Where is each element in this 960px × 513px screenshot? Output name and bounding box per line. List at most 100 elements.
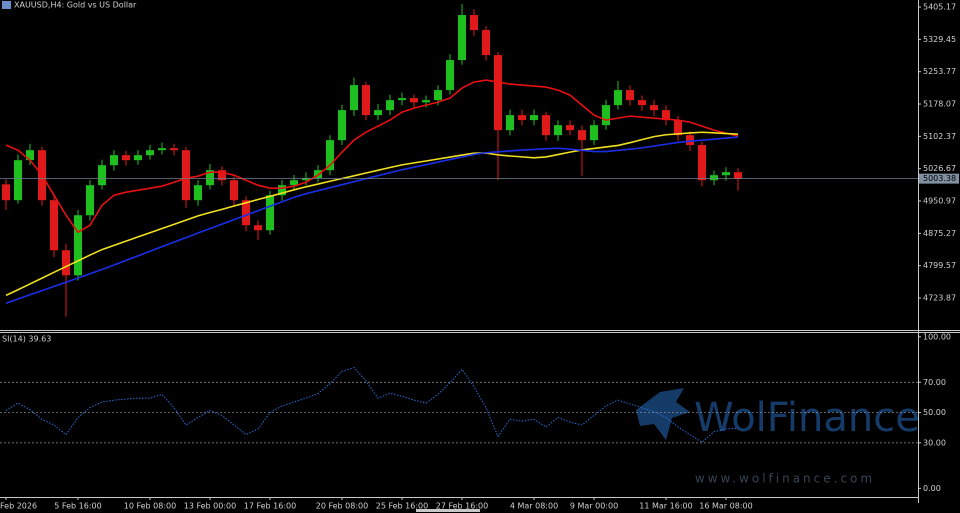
y-tick-label: 100.00: [923, 332, 951, 341]
indicator-title: SI(14) 39.63: [2, 335, 51, 344]
candle-body: [350, 85, 358, 111]
candle-body: [482, 30, 490, 56]
candle-body: [302, 177, 310, 181]
x-tick-label: 25 Feb 16:00: [376, 502, 428, 511]
last-price-label: 5003.38: [923, 174, 956, 183]
candle-body: [674, 120, 682, 136]
candle-body: [26, 150, 34, 161]
candle-body: [638, 100, 646, 106]
candle-body: [326, 140, 334, 171]
scrollbar[interactable]: [416, 509, 480, 512]
y-tick-label: 4875.27: [923, 229, 956, 238]
candle-body: [698, 145, 706, 181]
candle-body: [734, 172, 742, 179]
candle-body: [530, 115, 538, 121]
candle-body: [614, 90, 622, 106]
moving-average: [5, 79, 739, 234]
candle-body: [338, 110, 346, 141]
candle-body: [542, 115, 550, 136]
symbol-icon: [2, 1, 11, 9]
candle-body: [62, 250, 70, 276]
x-tick-label: Feb 2026: [0, 502, 37, 511]
candle-body: [182, 150, 190, 201]
candle-body: [50, 200, 58, 251]
candle-body: [290, 180, 298, 186]
candle-body: [686, 135, 694, 146]
y-tick-label: 30.00: [923, 438, 946, 447]
candle-body: [74, 215, 82, 276]
candle-body: [86, 185, 94, 216]
y-tick-label: 50.00: [923, 408, 946, 417]
candle-body: [662, 110, 670, 121]
watermark-url: www.wolfinance.com: [695, 472, 875, 486]
candle-body: [722, 172, 730, 176]
x-tick-label: 11 Mar 16:00: [639, 502, 692, 511]
candle-body: [242, 200, 250, 226]
y-tick-label: 5178.07: [923, 100, 956, 109]
watermark-brand: WolFinance: [694, 395, 920, 441]
last-price-box: [919, 173, 959, 184]
x-tick-label: 13 Feb 00:00: [184, 502, 236, 511]
candle-body: [566, 125, 574, 131]
candle-body: [398, 98, 406, 101]
moving-average: [5, 131, 739, 297]
candle-body: [470, 15, 478, 31]
candle-body: [386, 100, 394, 111]
candle-body: [590, 125, 598, 141]
y-tick-label: 4950.97: [923, 197, 956, 206]
candle-body: [422, 100, 430, 103]
candle-body: [578, 130, 586, 141]
y-tick-label: 4723.87: [923, 294, 956, 303]
y-tick-label: 5405.17: [923, 3, 956, 12]
candle-body: [602, 105, 610, 126]
candle-body: [230, 180, 238, 201]
y-tick-label: 5102.37: [923, 132, 956, 141]
candle-body: [434, 90, 442, 101]
candle-body: [98, 165, 106, 186]
candle-body: [506, 115, 514, 131]
x-tick-label: 9 Mar 00:00: [570, 502, 618, 511]
indicator-line: [5, 366, 739, 443]
x-tick-label: 4 Mar 08:00: [510, 502, 558, 511]
y-tick-label: 70.00: [923, 378, 946, 387]
y-tick-label: 5253.77: [923, 67, 956, 76]
x-tick-label: 27 Feb 16:00: [436, 502, 488, 511]
candle-body: [410, 98, 418, 103]
candle-body: [626, 90, 634, 101]
chart-title: XAUUSD,H4: Gold vs US Dollar: [14, 1, 137, 10]
candle-body: [122, 155, 130, 161]
candle-body: [278, 185, 286, 196]
x-tick-label: 17 Feb 16:00: [244, 502, 296, 511]
candle-body: [446, 60, 454, 91]
candle-body: [170, 148, 178, 151]
candle-body: [134, 155, 142, 161]
candle-body: [650, 105, 658, 111]
candle-body: [314, 170, 322, 178]
candle-body: [194, 185, 202, 201]
x-tick-label: 5 Feb 16:00: [54, 502, 101, 511]
y-tick-label: 5329.45: [923, 35, 956, 44]
candle-body: [362, 85, 370, 116]
candle-body: [254, 225, 262, 231]
candle-body: [518, 115, 526, 121]
candle-body: [266, 195, 274, 231]
candle-body: [374, 110, 382, 116]
candle-body: [158, 148, 166, 151]
candle-body: [218, 170, 226, 181]
watermark: WolFinance www.wolfinance.com: [636, 388, 920, 486]
x-tick-label: 20 Feb 08:00: [316, 502, 368, 511]
candle-body: [710, 175, 718, 181]
y-tick-label: 4799.57: [923, 261, 956, 270]
candle-body: [2, 184, 10, 201]
moving-average: [5, 136, 739, 304]
x-tick-label: 16 Mar 08:00: [699, 502, 752, 511]
watermark-logo: [636, 388, 690, 440]
y-tick-label: 5026.67: [923, 164, 956, 173]
x-tick-label: 10 Feb 08:00: [124, 502, 176, 511]
candle-body: [110, 155, 118, 166]
candle-body: [14, 160, 22, 201]
candle-body: [146, 150, 154, 156]
